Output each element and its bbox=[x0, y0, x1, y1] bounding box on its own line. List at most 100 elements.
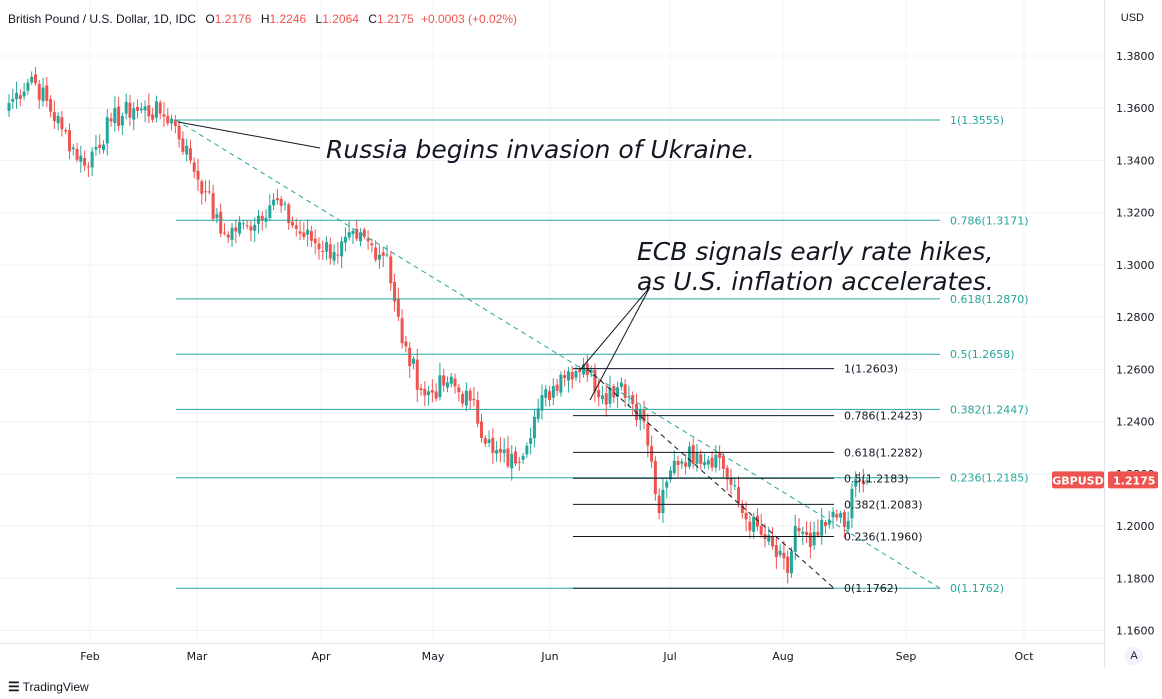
y-tick-label: 1.3400 bbox=[1116, 154, 1155, 167]
low-label: L bbox=[315, 12, 323, 26]
candle-body bbox=[676, 460, 680, 465]
candle-body bbox=[793, 526, 797, 552]
candle-body bbox=[669, 470, 672, 480]
fib-level-label: 0.618(1.2282) bbox=[844, 446, 923, 459]
candle-body bbox=[404, 341, 408, 347]
candle-body bbox=[714, 454, 718, 468]
candle-body bbox=[457, 387, 461, 393]
candle-body bbox=[15, 92, 19, 100]
candle-body bbox=[234, 227, 238, 232]
candle-body bbox=[498, 448, 502, 453]
candle-body bbox=[75, 148, 79, 160]
candle-body bbox=[347, 232, 351, 238]
candle-body bbox=[733, 485, 737, 487]
candle-body bbox=[306, 229, 310, 235]
candle-body bbox=[778, 550, 782, 556]
candle-body bbox=[177, 125, 181, 140]
candle-body bbox=[672, 460, 676, 474]
candle-body bbox=[510, 453, 514, 469]
candle-body bbox=[563, 375, 567, 379]
candle-body bbox=[495, 450, 499, 454]
candle-body bbox=[445, 382, 449, 388]
y-tick-label: 1.3800 bbox=[1116, 50, 1155, 63]
x-tick-label: Apr bbox=[311, 650, 331, 663]
annotation-pointer bbox=[579, 286, 651, 371]
candle-body bbox=[154, 101, 158, 118]
candle-body bbox=[33, 74, 37, 84]
candle-body bbox=[105, 117, 109, 144]
candle-body bbox=[691, 445, 695, 465]
candle-body bbox=[109, 118, 113, 122]
high-label: H bbox=[260, 12, 270, 26]
candle-body bbox=[275, 198, 279, 201]
annotation-text: ECB signals early rate hikes, bbox=[637, 237, 993, 266]
y-tick-label: 1.3200 bbox=[1116, 207, 1155, 220]
footer-brand[interactable]: ☰ TradingView bbox=[8, 679, 89, 695]
open-value: 1.2176 bbox=[214, 12, 252, 26]
candle-body bbox=[468, 390, 472, 401]
candle-body bbox=[740, 503, 744, 513]
fib-level-label: 0.382(1.2447) bbox=[950, 403, 1029, 416]
candle-body bbox=[721, 455, 725, 469]
candle-body bbox=[302, 232, 306, 238]
x-tick-label: Mar bbox=[187, 650, 208, 663]
fib-level-label: 0.382(1.2083) bbox=[844, 498, 923, 511]
candle-body bbox=[729, 478, 733, 485]
candle-body bbox=[442, 375, 446, 386]
candle-body bbox=[117, 106, 121, 126]
candle-body bbox=[548, 391, 552, 400]
candle-body bbox=[298, 231, 302, 234]
candle-body bbox=[253, 224, 257, 231]
candle-body bbox=[245, 225, 249, 227]
candle-body bbox=[94, 146, 98, 150]
candle-body bbox=[22, 91, 26, 97]
auto-scale-button[interactable]: A bbox=[1125, 647, 1143, 665]
candle-body bbox=[411, 358, 415, 364]
open-label: O bbox=[205, 12, 215, 26]
candle-body bbox=[151, 114, 155, 120]
candle-body bbox=[260, 215, 264, 221]
candle-body bbox=[816, 531, 820, 536]
x-tick-label: Jul bbox=[662, 650, 676, 663]
candle-body bbox=[396, 298, 400, 317]
candle-body bbox=[427, 391, 431, 396]
candle-body bbox=[827, 519, 831, 525]
candle-body bbox=[79, 155, 83, 162]
tradingview-logo-icon: ☰ bbox=[8, 679, 20, 694]
candle-body bbox=[597, 390, 601, 398]
candle-body bbox=[173, 119, 177, 126]
candle-body bbox=[472, 398, 476, 401]
candle-body bbox=[238, 221, 242, 234]
candle-body bbox=[83, 158, 87, 166]
candle-body bbox=[835, 514, 839, 518]
candle-body bbox=[608, 387, 612, 404]
candle-body bbox=[725, 467, 729, 480]
fib-level-label: 0.236(1.1960) bbox=[844, 530, 923, 543]
chart-header-legend: British Pound / U.S. Dollar, 1D, IDC O1.… bbox=[8, 12, 517, 26]
candle-body bbox=[703, 462, 707, 466]
candle-body bbox=[139, 108, 143, 111]
x-tick-label: Sep bbox=[896, 650, 917, 663]
x-tick-label: Feb bbox=[80, 650, 99, 663]
candle-body bbox=[30, 76, 34, 83]
candle-body bbox=[325, 242, 329, 252]
candle-body bbox=[67, 130, 71, 152]
candle-body bbox=[188, 148, 192, 161]
candle-body bbox=[374, 247, 378, 260]
candle-body bbox=[665, 481, 669, 488]
candle-body bbox=[480, 421, 483, 438]
y-tick-label: 1.1800 bbox=[1116, 572, 1155, 585]
candle-body bbox=[37, 83, 41, 100]
candle-body bbox=[132, 108, 136, 120]
candle-body bbox=[434, 391, 438, 399]
candle-body bbox=[525, 445, 529, 455]
high-value: 1.2246 bbox=[269, 12, 307, 26]
fib-level-label: 0.786(1.2423) bbox=[844, 410, 923, 423]
candle-body bbox=[419, 388, 423, 391]
candle-body bbox=[317, 243, 321, 250]
y-tick-label: 1.1600 bbox=[1116, 625, 1155, 638]
fib-level-label: 0.5(1.2658) bbox=[950, 348, 1015, 361]
candle-body bbox=[767, 535, 771, 542]
candle-body bbox=[578, 368, 582, 373]
